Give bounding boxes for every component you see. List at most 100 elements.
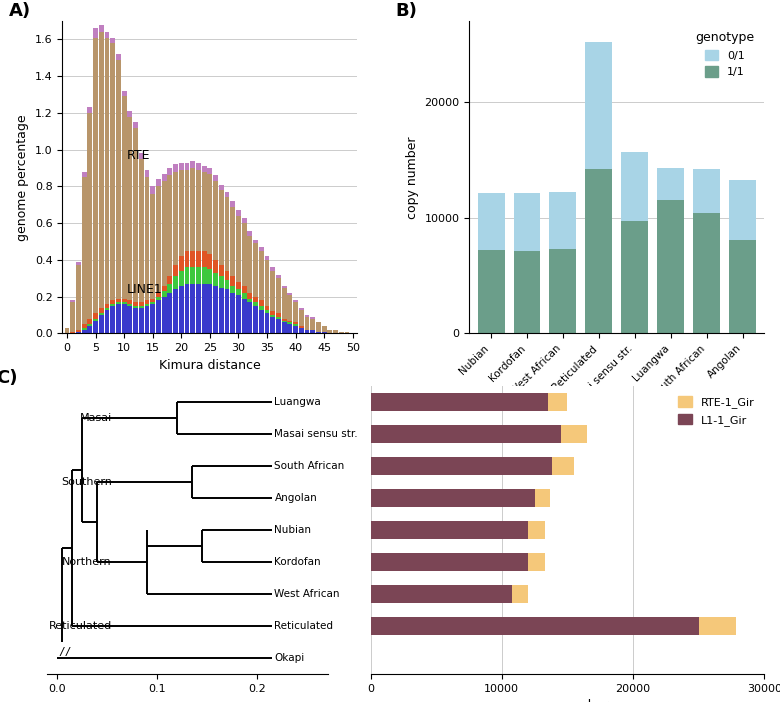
Bar <box>99 32 104 307</box>
Bar <box>271 315 275 317</box>
Bar <box>151 302 155 304</box>
Bar <box>161 297 167 333</box>
Bar <box>293 322 298 324</box>
Bar <box>190 168 195 251</box>
Bar <box>122 304 126 333</box>
Bar <box>293 302 298 322</box>
Bar <box>168 176 172 277</box>
Text: Masai sensu str.: Masai sensu str. <box>275 429 358 439</box>
Bar <box>236 211 241 216</box>
Bar <box>288 324 292 333</box>
Bar <box>293 326 298 333</box>
Bar <box>190 161 195 168</box>
Bar <box>207 269 212 284</box>
Text: Reticulated: Reticulated <box>275 621 333 631</box>
Bar <box>190 251 195 267</box>
Bar <box>242 218 246 223</box>
Bar <box>82 330 87 333</box>
Bar <box>161 291 167 297</box>
Bar <box>196 284 201 333</box>
Bar <box>161 286 167 291</box>
Bar <box>528 552 545 571</box>
Bar <box>82 328 87 330</box>
Bar <box>190 267 195 284</box>
Text: South African: South African <box>275 461 345 471</box>
Bar <box>202 166 207 172</box>
Bar <box>144 300 150 304</box>
Bar <box>116 298 121 302</box>
Bar <box>156 293 161 297</box>
Bar <box>151 304 155 333</box>
Bar <box>693 169 721 213</box>
Bar <box>282 286 286 288</box>
Bar <box>549 192 576 249</box>
Bar <box>99 307 104 313</box>
Bar <box>213 181 218 260</box>
Bar <box>139 153 144 159</box>
Bar <box>196 251 201 267</box>
Bar <box>288 321 292 322</box>
Bar <box>219 277 224 288</box>
Bar <box>322 326 327 331</box>
Bar <box>76 262 81 265</box>
Bar <box>127 306 133 333</box>
Bar <box>549 249 576 333</box>
Bar <box>271 312 275 315</box>
Bar <box>219 190 224 265</box>
Bar <box>105 304 109 307</box>
Bar <box>512 585 528 603</box>
Bar <box>122 91 126 96</box>
Bar <box>168 284 172 293</box>
Bar <box>173 289 178 333</box>
Bar <box>151 298 155 302</box>
Bar <box>70 302 75 331</box>
Text: A): A) <box>9 2 31 20</box>
Bar <box>271 317 275 333</box>
Bar <box>247 236 252 293</box>
Bar <box>213 286 218 333</box>
Bar <box>293 324 298 326</box>
Bar <box>264 256 269 260</box>
Bar <box>276 317 281 319</box>
Legend: RTE-1_Gir, L1-1_Gir: RTE-1_Gir, L1-1_Gir <box>674 392 759 430</box>
Bar <box>202 251 207 267</box>
Bar <box>99 315 104 333</box>
Bar <box>370 393 548 411</box>
Bar <box>729 180 757 240</box>
Bar <box>127 117 133 300</box>
Bar <box>105 307 109 310</box>
Bar <box>322 331 327 333</box>
Bar <box>207 168 212 173</box>
Bar <box>93 313 98 319</box>
Bar <box>93 38 98 313</box>
Bar <box>271 271 275 312</box>
Text: Northern: Northern <box>62 557 112 567</box>
Bar <box>173 277 178 289</box>
Bar <box>345 331 349 333</box>
Bar <box>207 173 212 254</box>
Bar <box>185 267 190 284</box>
Bar <box>105 310 109 333</box>
Text: Nubian: Nubian <box>275 525 311 535</box>
Bar <box>259 300 264 306</box>
Bar <box>161 173 167 181</box>
Bar <box>242 286 246 293</box>
Text: Masai: Masai <box>80 413 112 423</box>
Bar <box>139 306 144 307</box>
Bar <box>658 168 684 200</box>
Bar <box>276 278 281 313</box>
Bar <box>122 298 126 302</box>
Bar <box>122 302 126 304</box>
Bar <box>219 288 224 333</box>
Bar <box>247 293 252 298</box>
Bar <box>144 306 150 333</box>
Bar <box>586 169 612 333</box>
Bar <box>254 306 258 333</box>
Bar <box>110 306 115 333</box>
Bar <box>622 152 648 221</box>
Bar <box>93 321 98 333</box>
Bar <box>534 489 551 508</box>
Bar <box>139 307 144 333</box>
Bar <box>230 206 236 277</box>
Bar <box>699 616 736 635</box>
